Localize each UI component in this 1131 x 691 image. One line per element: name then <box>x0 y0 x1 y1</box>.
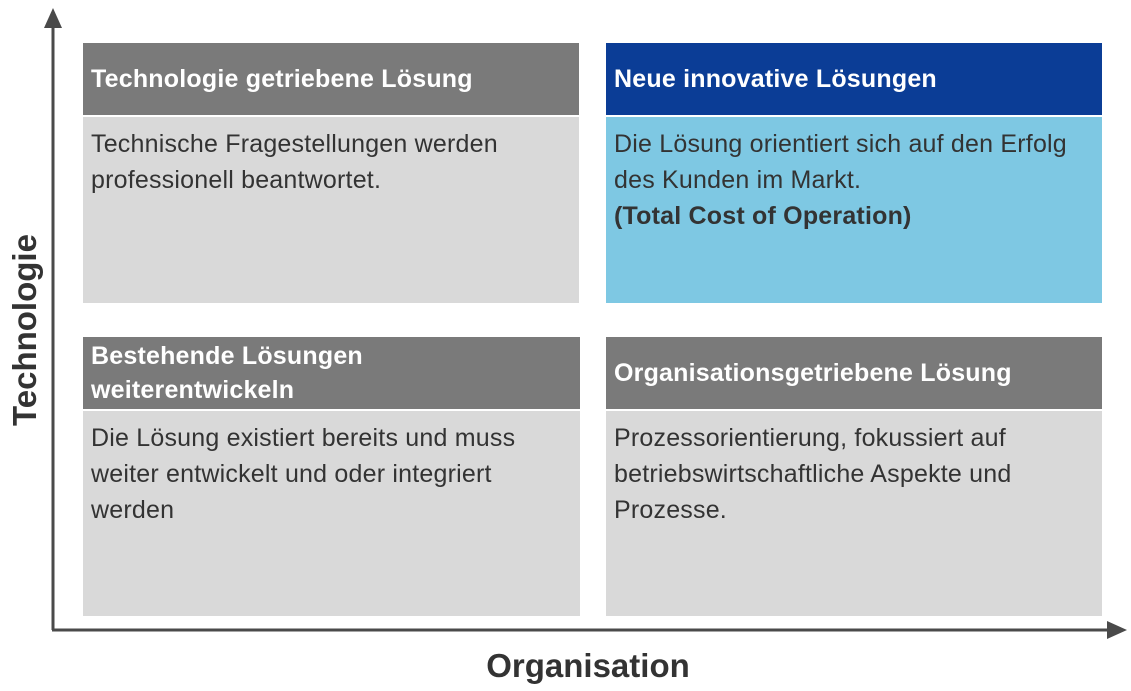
quadrant-bottom-left: Bestehende Lösungen weiterentwickeln Die… <box>83 337 580 616</box>
quadrant-top-right: Neue innovative Lösungen Die Lösung orie… <box>606 43 1102 303</box>
quadrant-bottom-right: Organisationsgetriebene Lösung Prozessor… <box>606 337 1102 616</box>
quadrant-top-right-body: Die Lösung orientiert sich auf den Erfol… <box>606 117 1102 303</box>
quadrant-bottom-left-title: Bestehende Lösungen weiterentwickeln <box>83 337 580 409</box>
quadrant-bottom-right-title: Organisationsgetriebene Lösung <box>606 337 1102 409</box>
quadrant-top-left-title: Technologie getriebene Lösung <box>83 43 579 115</box>
quadrant-bottom-left-text: Die Lösung existiert bereits und muss we… <box>83 411 580 616</box>
y-axis-label: Technologie <box>6 234 43 426</box>
x-axis-label: Organisation <box>486 647 690 684</box>
quadrant-bottom-right-text: Prozessorientierung, fokussiert auf betr… <box>606 411 1102 616</box>
quadrant-top-left: Technologie getriebene Lösung Technische… <box>83 43 579 303</box>
quadrant-top-left-text: Technische Fragestellungen werden profes… <box>83 117 579 303</box>
quadrant-top-right-text: Die Lösung orientiert sich auf den Erfol… <box>614 130 1067 194</box>
quadrant-top-right-title: Neue innovative Lösungen <box>606 43 1102 115</box>
quadrant-top-right-highlight: (Total Cost of Operation) <box>614 202 912 230</box>
y-axis-arrow <box>44 8 62 28</box>
x-axis-arrow <box>1107 621 1127 639</box>
